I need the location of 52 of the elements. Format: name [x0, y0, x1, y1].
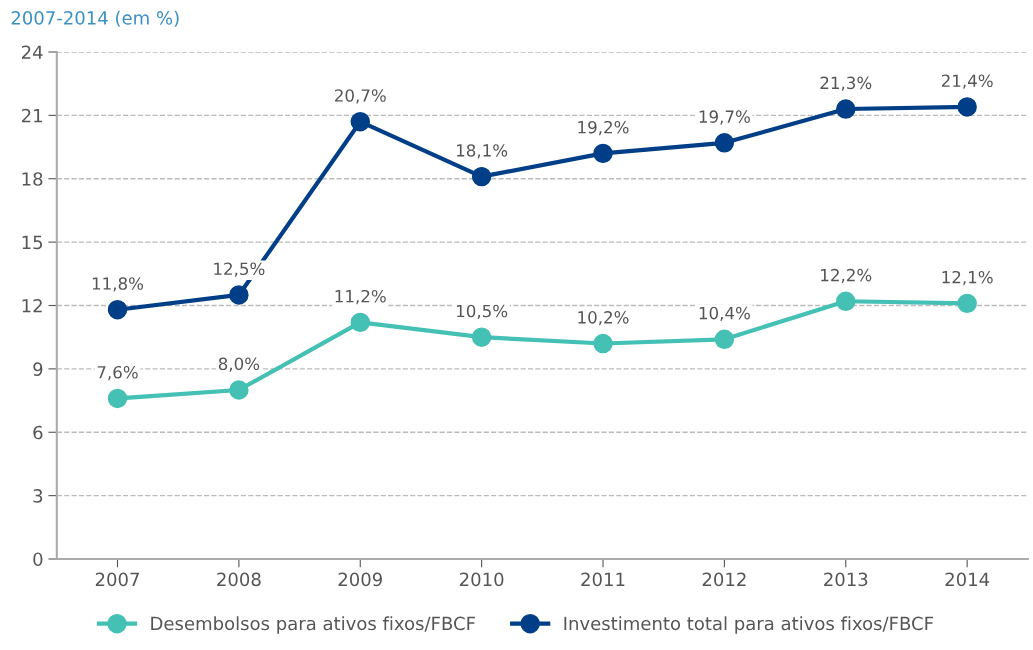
- x-tick-label: 2010: [459, 572, 504, 587]
- point: [107, 300, 128, 320]
- data-label: 11,2%: [335, 289, 386, 305]
- y-tick-label: 12: [22, 298, 42, 313]
- point: [471, 166, 492, 187]
- point: [229, 380, 249, 400]
- x-tick-label: 2014: [945, 572, 990, 587]
- y-tick-label: 24: [21, 45, 43, 59]
- point: [471, 327, 492, 347]
- point: [836, 291, 856, 311]
- y-tick-label: 15: [22, 235, 43, 250]
- point: [957, 97, 977, 117]
- y-tick-label: 18: [22, 172, 43, 186]
- point: [593, 333, 613, 354]
- x-tick-label: 2012: [702, 572, 746, 587]
- y-tick-label: 9: [33, 362, 43, 376]
- data-label: 12,1%: [942, 270, 993, 286]
- y-tick-label: 0: [33, 552, 43, 567]
- x-tick-label: 2008: [217, 572, 261, 587]
- legend-label: Investimento total para ativos fixos/FBCF: [564, 616, 933, 634]
- point: [836, 99, 856, 119]
- point: [350, 312, 370, 333]
- data-label: 19,7%: [699, 110, 750, 125]
- point: [957, 293, 977, 314]
- data-label: 21,3%: [820, 76, 872, 91]
- chart-title: 2007-2014 (em %): [11, 10, 179, 27]
- x-tick-label: 2007: [95, 572, 139, 587]
- point: [714, 329, 735, 350]
- point: [593, 143, 613, 164]
- data-label: 11,8%: [92, 277, 144, 292]
- data-label: 21,4%: [941, 74, 993, 89]
- point: [107, 388, 128, 409]
- x-tick-label: 2013: [824, 572, 868, 587]
- y-tick-label: 3: [33, 489, 43, 503]
- point: [229, 285, 249, 305]
- point: [350, 111, 370, 132]
- data-label: 19,2%: [578, 120, 629, 136]
- x-tick-label: 2009: [338, 572, 382, 587]
- legend-label: Desembolsos para ativos fixos/FBCF: [151, 616, 475, 634]
- data-label: 12,2%: [821, 268, 872, 284]
- data-label: 10,5%: [456, 304, 508, 319]
- data-label: 7,6%: [97, 365, 138, 381]
- y-tick-label: 21: [21, 108, 42, 123]
- x-tick-label: 2011: [581, 572, 625, 587]
- data-label: 18,1%: [456, 144, 508, 159]
- y-tick-label: 6: [33, 425, 43, 440]
- data-label: 8,0%: [218, 357, 260, 372]
- point: [714, 133, 735, 153]
- data-label: 20,7%: [335, 89, 386, 104]
- data-label: 10,2%: [578, 311, 629, 326]
- data-label: 10,4%: [699, 306, 750, 322]
- data-label: 12,5%: [214, 262, 265, 277]
